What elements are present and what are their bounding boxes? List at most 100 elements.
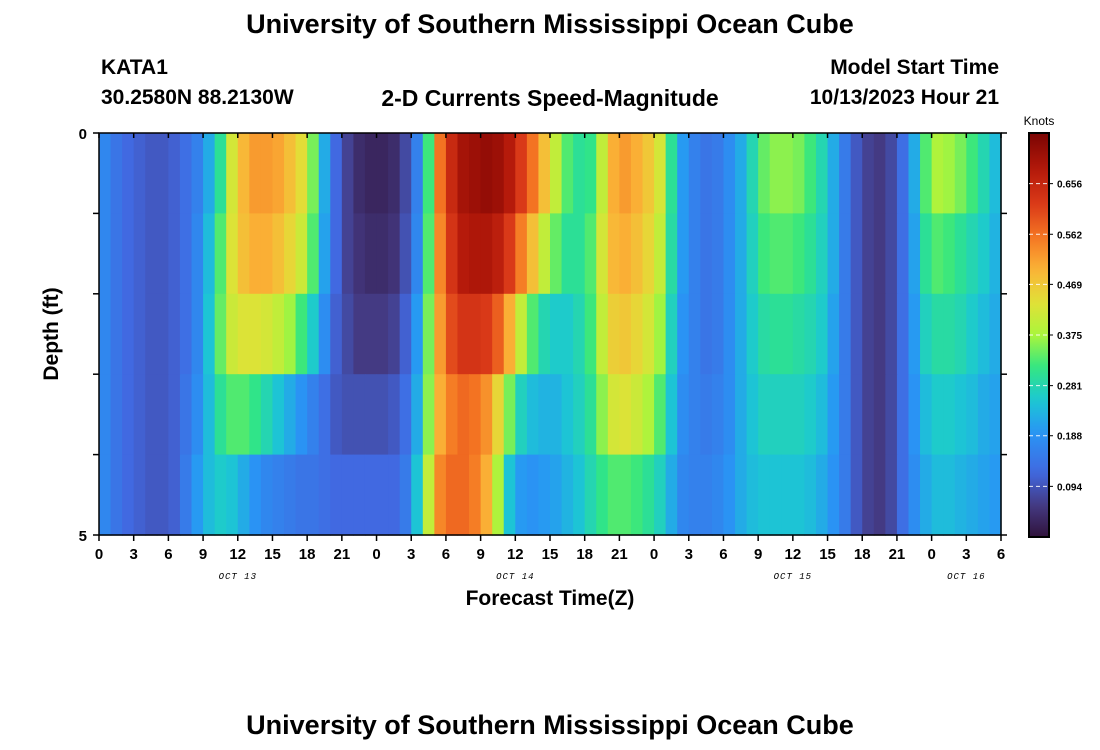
heatmap-cell — [781, 133, 794, 214]
heatmap-cell — [492, 454, 505, 536]
heatmap-cell — [434, 374, 447, 456]
heatmap-cell — [341, 293, 355, 375]
heatmap-cell — [550, 133, 563, 214]
heatmap-cell — [746, 293, 759, 375]
heatmap-cell — [943, 374, 956, 456]
heatmap-cell — [122, 454, 135, 536]
heatmap-cell — [804, 133, 817, 214]
heatmap-cell — [619, 133, 632, 214]
heatmap-cell — [226, 133, 239, 214]
model-start-label: Model Start Time — [830, 56, 999, 79]
heatmap-cell — [515, 133, 528, 214]
heatmap-cell — [630, 454, 644, 536]
heatmap-cell — [573, 133, 586, 214]
heatmap-cell — [920, 454, 933, 536]
x-tick-label: 3 — [685, 546, 693, 563]
heatmap-cell — [295, 454, 308, 536]
x-tick-label: 3 — [130, 546, 138, 563]
heatmap-cell — [364, 293, 378, 375]
heatmap-cell — [954, 374, 967, 456]
heatmap-cell — [769, 133, 782, 214]
heatmap-cell — [573, 454, 586, 536]
heatmap-cell — [226, 454, 239, 536]
heatmap-cell — [654, 133, 667, 214]
heatmap-cell — [931, 213, 944, 295]
heatmap-cell — [145, 293, 158, 375]
heatmap-cell — [249, 374, 262, 456]
heatmap-cell — [179, 213, 193, 295]
heatmap-cell — [850, 133, 863, 214]
heatmap-cell — [630, 293, 644, 375]
heatmap-cell — [353, 213, 366, 295]
heatmap-cell — [364, 133, 378, 214]
x-tick-label: 0 — [95, 546, 103, 563]
heatmap-cell — [515, 293, 528, 375]
heatmap-cell — [214, 374, 227, 456]
heatmap-cell — [769, 213, 782, 295]
x-tick-label: 0 — [650, 546, 658, 563]
heatmap-cell — [723, 133, 736, 214]
heatmap-cell — [677, 454, 690, 536]
heatmap-cell — [781, 213, 794, 295]
heatmap-cell — [191, 374, 204, 456]
heatmap-cell — [862, 293, 875, 375]
heatmap-cell — [492, 213, 505, 295]
heatmap-cell — [388, 374, 401, 456]
x-day-label: OCT 13 — [219, 572, 257, 582]
heatmap-cell — [908, 213, 921, 295]
heatmap-cell — [711, 213, 725, 295]
heatmap-cell — [214, 293, 227, 375]
heatmap-cell — [781, 293, 794, 375]
heatmap-cell — [607, 133, 620, 214]
heatmap-cell — [133, 213, 146, 295]
heatmap-cell — [607, 374, 620, 456]
heatmap-cell — [873, 213, 886, 295]
heatmap-cell — [966, 374, 979, 456]
heatmap-cell — [110, 133, 123, 214]
colorbar-tick-label: 0.375 — [1057, 331, 1082, 342]
heatmap-cell — [110, 293, 123, 375]
heatmap-cell — [654, 454, 667, 536]
heatmap-cell — [677, 374, 690, 456]
y-axis-label: Depth (ft) — [40, 287, 63, 380]
heatmap-cell — [249, 293, 262, 375]
heatmap-cell — [330, 293, 343, 375]
heatmap-cell — [99, 213, 112, 295]
heatmap-cell — [885, 133, 898, 214]
x-tick-label: 6 — [997, 546, 1005, 563]
heatmap-cell — [168, 454, 181, 536]
heatmap-cell — [688, 133, 701, 214]
heatmap-cell — [584, 454, 597, 536]
heatmap-cell — [642, 374, 655, 456]
x-tick-label: 3 — [962, 546, 970, 563]
x-tick-label: 6 — [442, 546, 450, 563]
heatmap-cell — [457, 454, 470, 536]
heatmap-cell — [284, 454, 297, 536]
heatmap-cell — [515, 213, 528, 295]
colorbar-tick-label: 0.469 — [1057, 280, 1082, 291]
heatmap-cell — [422, 454, 435, 536]
heatmap-cell — [596, 374, 609, 456]
heatmap-cell — [619, 293, 632, 375]
heatmap-cell — [307, 133, 320, 214]
heatmap-cell — [399, 374, 412, 456]
heatmap-cell — [168, 374, 181, 456]
heatmap-cell — [469, 133, 482, 214]
heatmap-cell — [99, 374, 112, 456]
heatmap-cell — [237, 293, 250, 375]
heatmap-cell — [526, 293, 540, 375]
heatmap-cell — [237, 454, 250, 536]
heatmap-cell — [388, 293, 401, 375]
heatmap-cell — [677, 213, 690, 295]
heatmap-cell — [815, 454, 829, 536]
heatmap-cell — [862, 454, 875, 536]
heatmap-cell — [966, 293, 979, 375]
heatmap-cell — [596, 133, 609, 214]
heatmap-cell — [665, 293, 678, 375]
heatmap-cell — [896, 454, 910, 536]
heatmap-cell — [526, 374, 540, 456]
heatmap-cell — [318, 213, 331, 295]
heatmap-cell — [746, 374, 759, 456]
heatmap-cell — [445, 133, 459, 214]
heatmap-cell — [457, 213, 470, 295]
